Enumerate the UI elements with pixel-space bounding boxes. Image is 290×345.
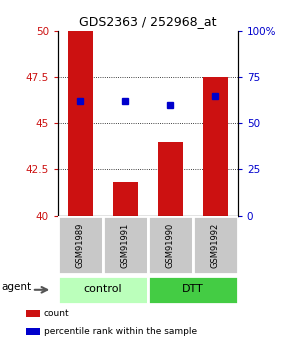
Title: GDS2363 / 252968_at: GDS2363 / 252968_at: [79, 16, 217, 29]
Bar: [68, 31, 93, 216]
Bar: [148, 216, 193, 274]
Text: GSM91992: GSM91992: [211, 222, 220, 268]
Text: DTT: DTT: [182, 284, 204, 294]
Bar: [26, 328, 40, 335]
Bar: [148, 276, 238, 304]
Bar: [203, 77, 228, 216]
Text: GSM91989: GSM91989: [76, 222, 85, 268]
Text: GSM91990: GSM91990: [166, 222, 175, 268]
Bar: [158, 142, 183, 216]
Text: GSM91991: GSM91991: [121, 222, 130, 268]
Text: control: control: [84, 284, 122, 294]
Bar: [58, 276, 148, 304]
Bar: [113, 183, 138, 216]
Bar: [193, 216, 238, 274]
Bar: [103, 216, 148, 274]
Bar: [58, 216, 103, 274]
Text: agent: agent: [1, 282, 31, 292]
Text: percentile rank within the sample: percentile rank within the sample: [44, 327, 197, 336]
Text: count: count: [44, 309, 69, 318]
Bar: [26, 310, 40, 317]
